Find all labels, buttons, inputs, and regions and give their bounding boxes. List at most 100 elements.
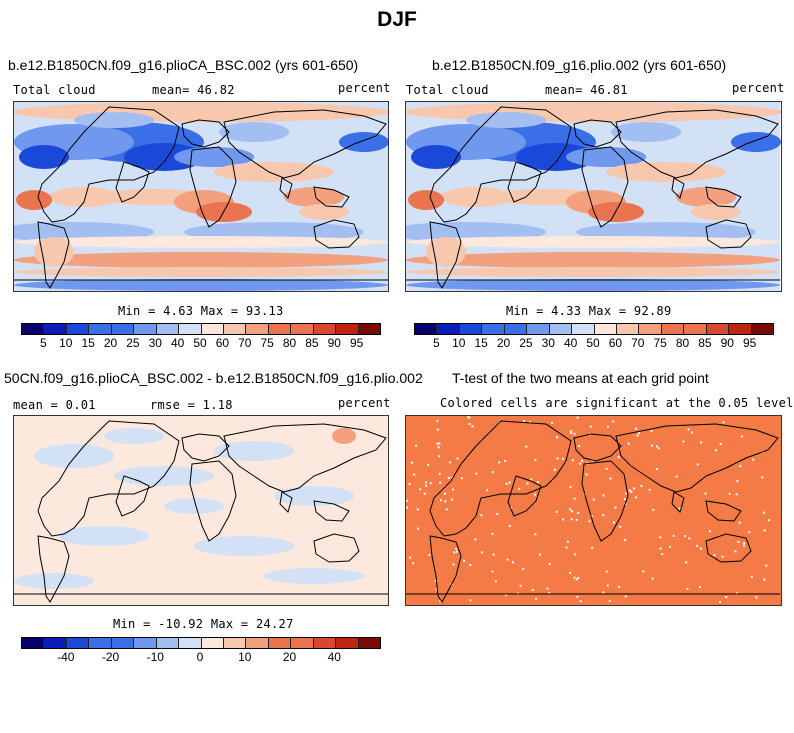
panel4-insignificant-cell-54 <box>651 577 654 580</box>
panel4-insignificant-cell-24 <box>630 490 633 493</box>
panel2-field-region-22 <box>611 122 681 142</box>
panel3-colorbar-bin-1 <box>44 638 67 648</box>
panel2-colorbar-bin-13 <box>706 324 730 334</box>
panel4-insignificant-cell-108 <box>714 449 717 452</box>
panel4-coastline-6 <box>671 491 685 513</box>
panel2-colorbar-bin-3 <box>482 324 505 334</box>
panel1-colorbar-bin-5 <box>134 324 157 334</box>
panel2-field-region-9 <box>676 187 736 207</box>
panel4-insignificant-cell-138 <box>763 529 766 532</box>
panel4-insignificant-cell-218 <box>534 533 537 536</box>
panel4-insignificant-cell-170 <box>721 555 724 558</box>
panel4-insignificant-cell-71 <box>531 589 534 591</box>
panel2-field-region-0 <box>406 102 781 122</box>
panel4-insignificant-cell-140 <box>613 521 615 524</box>
panel3-coastline-5 <box>223 423 387 493</box>
page-title: DJF <box>377 8 417 31</box>
panel2-colorbar-bin-9 <box>616 324 640 334</box>
panel4-insignificant-cell-215 <box>548 563 551 566</box>
panel3-colorbar-label-6: 40 <box>327 650 341 664</box>
panel2-colorbar-bin-10 <box>639 324 662 334</box>
panel4-insignificant-cell-213 <box>743 544 745 547</box>
panel4-insignificant-cell-113 <box>555 510 558 513</box>
panel1-colorbar <box>21 323 381 335</box>
panel2-colorbar-label-13: 90 <box>720 336 734 350</box>
panel4-insignificant-cell-120 <box>453 551 456 554</box>
panel3-colorbar-bin-5 <box>134 638 157 648</box>
panel4-insignificant-cell-28 <box>423 492 426 495</box>
panel3-colorbar <box>21 637 381 649</box>
panel4-insignificant-cell-219 <box>440 499 442 502</box>
panel1-field-region-16 <box>14 267 388 277</box>
panel4-coastline-3 <box>573 433 622 462</box>
panel4-insignificant-cell-74 <box>434 579 437 582</box>
panel4-insignificant-cell-210 <box>765 564 768 567</box>
panel1-colorbar-label-3: 20 <box>103 336 118 350</box>
panel4-insignificant-cell-200 <box>444 500 447 503</box>
panel4-insignificant-cell-37 <box>725 596 728 599</box>
panel4-insignificant-cell-78 <box>569 486 572 489</box>
panel4-insignificant-cell-57 <box>436 419 439 422</box>
panel2-units-label: percent <box>732 81 785 95</box>
panel4-insignificant-cell-109 <box>534 493 536 496</box>
panel4-insignificant-cell-20 <box>536 481 539 484</box>
panel2-colorbar <box>414 323 774 335</box>
panel3-colorbar-bin-9 <box>223 638 247 648</box>
panel4-insignificant-cell-180 <box>427 463 430 466</box>
panel1-field-region-21 <box>339 132 388 152</box>
panel4-insignificant-cell-166 <box>566 540 569 543</box>
panel4-insignificant-cell-139 <box>530 478 533 481</box>
panel4-insignificant-cell-173 <box>635 427 637 430</box>
panel3-colorbar-bin-4 <box>111 638 135 648</box>
panel4-insignificant-cell-22 <box>494 580 497 583</box>
panel4-insignificant-cell-2 <box>570 510 573 513</box>
panel4-insignificant-cell-8 <box>656 445 658 448</box>
panel2-field-region-19 <box>441 187 511 207</box>
panel3-colorbar-bin-15 <box>358 638 380 648</box>
panel4-insignificant-cell-128 <box>704 492 707 495</box>
panel1-colorbar-label-9: 70 <box>238 336 252 350</box>
panel4-insignificant-cell-194 <box>634 496 637 499</box>
panel4-insignificant-cell-60 <box>589 425 592 428</box>
panel4-insignificant-cell-10 <box>471 425 474 428</box>
panel4-insignificant-cell-35 <box>682 440 685 443</box>
panel4-insignificant-cell-58 <box>605 570 608 573</box>
panel4-insignificant-cell-64 <box>700 441 703 444</box>
panel4-insignificant-cell-46 <box>623 498 626 500</box>
panel1-colorbar-label-6: 40 <box>170 336 185 350</box>
panel4-insignificant-cell-104 <box>474 538 477 541</box>
panel4-insignificant-cell-40 <box>612 420 615 423</box>
panel4-insignificant-cell-157 <box>585 473 588 476</box>
panel3-colorbar-bin-0 <box>22 638 45 648</box>
panel4-insignificant-cell-32 <box>569 571 572 574</box>
panel4-insignificant-cell-149 <box>570 432 573 434</box>
panel4-insignificant-cell-203 <box>406 499 408 502</box>
panel4-insignificant-cell-47 <box>439 600 442 603</box>
panel4-insignificant-cell-62 <box>429 482 432 485</box>
panel4-insignificant-cell-206 <box>570 518 573 521</box>
panel4-insignificant-cell-36 <box>506 558 509 561</box>
panel3-rmse-label: rmse = 1.18 <box>150 398 233 412</box>
panel1-colorbar-bin-7 <box>179 324 202 334</box>
panel1-stats: Min = 4.63 Max = 93.13 <box>118 304 284 318</box>
panel2-coastline-2 <box>429 221 462 289</box>
panel4-insignificant-cell-12 <box>450 498 453 501</box>
panel4-insignificant-cell-162 <box>406 506 409 509</box>
panel4-insignificant-cell-105 <box>492 553 495 556</box>
panel4-insignificant-cell-155 <box>607 425 609 428</box>
panel4-insignificant-cell-30 <box>761 476 764 479</box>
panel3-coastline-6 <box>279 491 293 513</box>
panel3-colorbar-label-0: -40 <box>57 650 75 664</box>
panel3-field-region-10 <box>104 428 164 444</box>
panel3-colorbar-bin-7 <box>179 638 202 648</box>
panel4-insignificant-cell-192 <box>578 462 581 465</box>
panel2-field-region-17 <box>406 279 780 291</box>
panel2-colorbar-label-12: 85 <box>698 336 712 350</box>
panel4-insignificant-cell-169 <box>719 601 722 603</box>
panel4-insignificant-cell-154 <box>709 530 711 533</box>
panel4-insignificant-cell-79 <box>606 584 609 587</box>
panel2-colorbar-bin-11 <box>661 324 685 334</box>
panel2-colorbar-label-3: 20 <box>496 336 511 350</box>
panel2-colorbar-bin-6 <box>549 324 573 334</box>
panel2-stats: Min = 4.33 Max = 92.89 <box>506 304 672 318</box>
